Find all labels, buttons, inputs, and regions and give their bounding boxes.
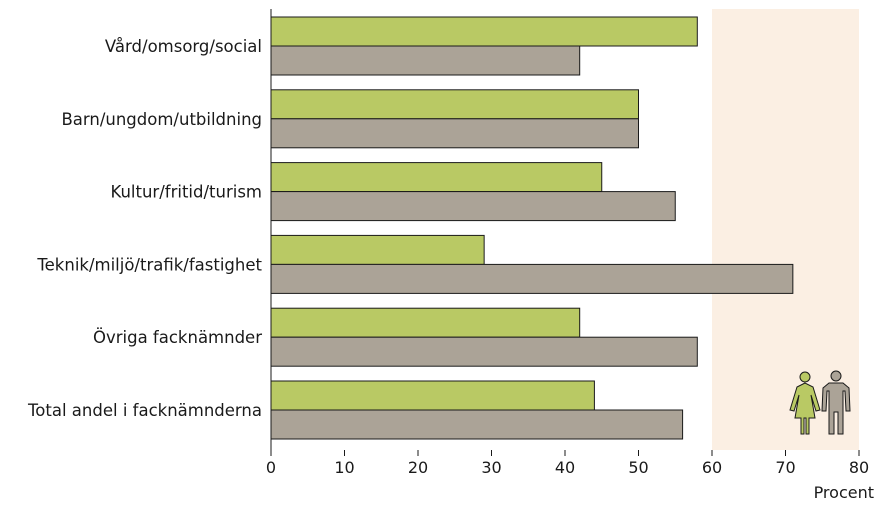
bar-women-0 [270, 16, 698, 47]
bar-women-2 [270, 162, 603, 193]
category-labels: Vård/omsorg/social Barn/ungdom/utbildning… [27, 37, 262, 420]
x-axis-unit: Procent [814, 483, 874, 502]
category-label: Kultur/fritid/turism [110, 183, 262, 202]
x-tick-label: 30 [481, 458, 501, 477]
bar-men-1 [270, 118, 639, 149]
x-tick-label: 10 [334, 458, 354, 477]
x-tick-label: 40 [555, 458, 575, 477]
bar-women-5 [270, 380, 595, 411]
bar-men-3 [270, 263, 794, 294]
x-tick-label: 60 [702, 458, 722, 477]
bar-men-2 [270, 191, 676, 222]
woman-icon [789, 371, 821, 435]
bar-women-1 [270, 89, 639, 120]
bar-men-5 [270, 409, 684, 440]
bar-men-4 [270, 336, 698, 367]
bar-women-4 [270, 307, 581, 338]
x-tick-label: 80 [849, 458, 869, 477]
category-label: Total andel i facknämnderna [27, 401, 262, 420]
x-tick-label: 0 [266, 458, 276, 477]
x-ticks: 0 10 20 30 40 50 60 70 80 [266, 450, 869, 477]
bar-women-3 [270, 234, 485, 265]
x-tick-label: 50 [628, 458, 648, 477]
category-label: Vård/omsorg/social [105, 37, 262, 56]
bars-group [270, 16, 794, 440]
man-icon [821, 370, 851, 435]
gender-icons [789, 370, 851, 435]
category-label: Teknik/miljö/trafik/fastighet [36, 255, 262, 274]
bar-men-0 [270, 45, 581, 76]
category-label: Övriga facknämnder [93, 328, 262, 347]
x-tick-label: 70 [775, 458, 795, 477]
x-tick-label: 20 [408, 458, 428, 477]
category-label: Barn/ungdom/utbildning [61, 110, 262, 129]
